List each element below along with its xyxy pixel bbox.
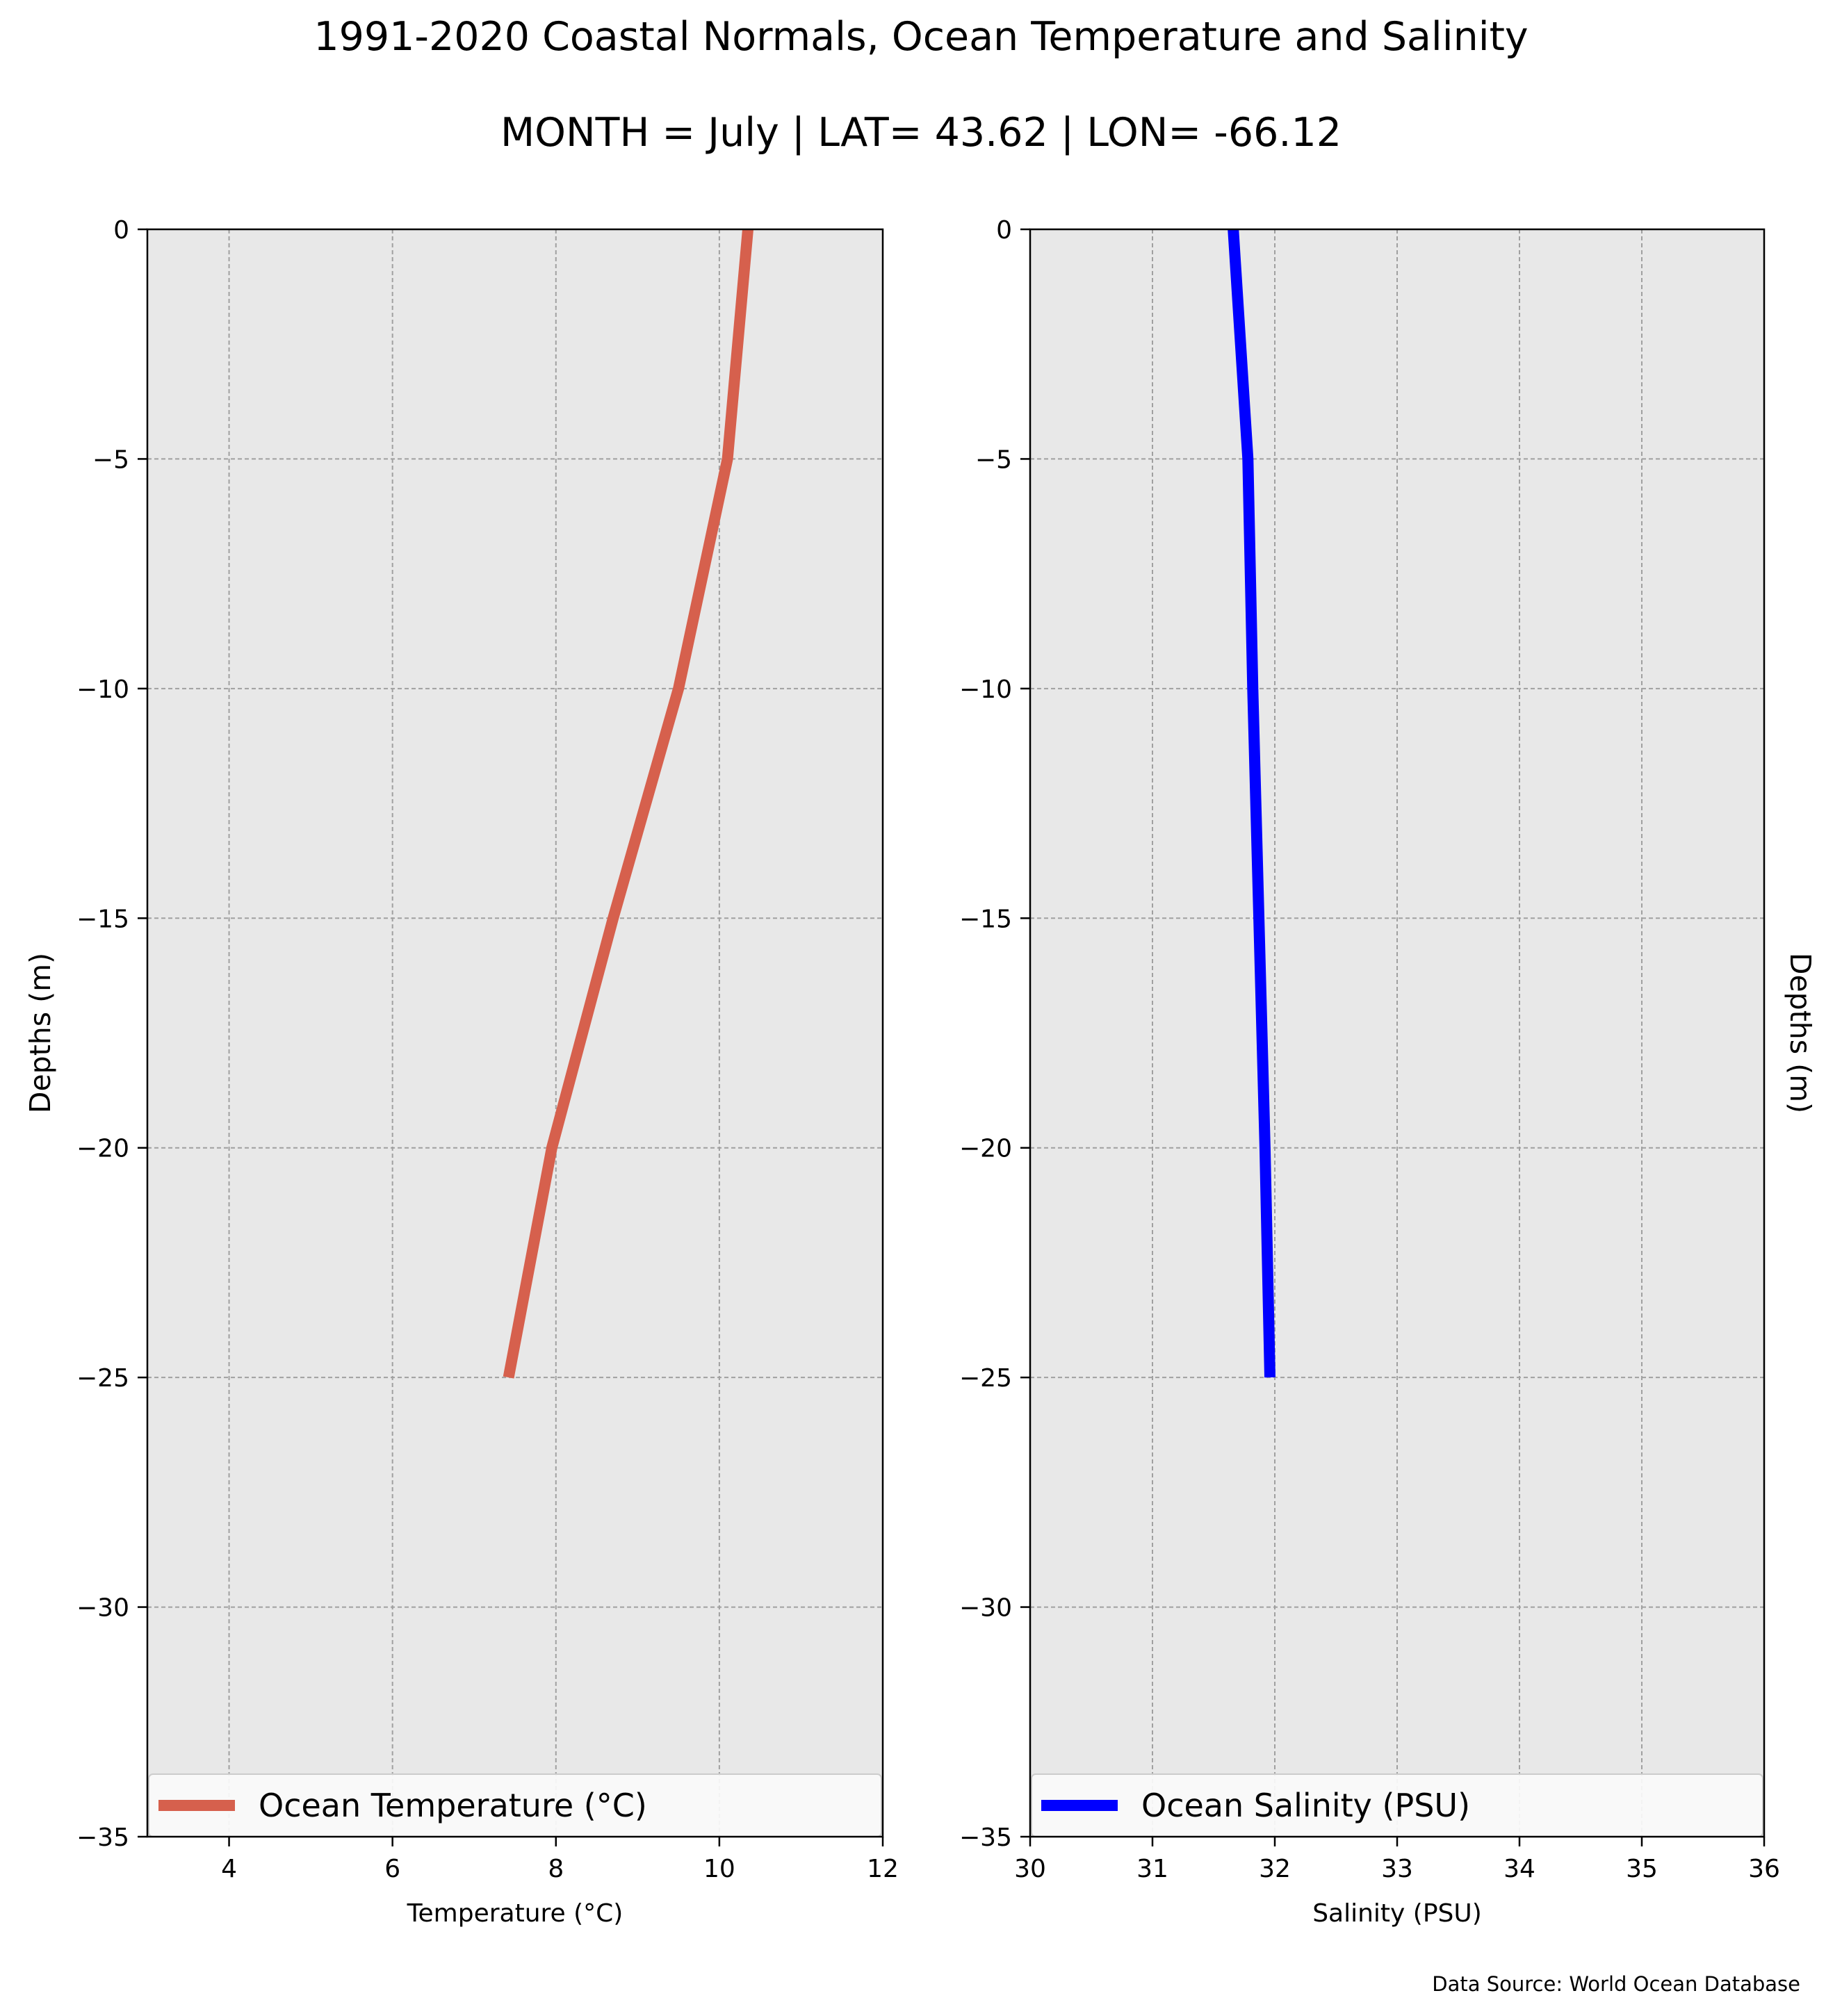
x-axis-label: Temperature (°C) [407, 1899, 623, 1928]
y-tick-label: −35 [959, 1824, 1012, 1852]
legend-label: Ocean Temperature (°C) [259, 1787, 647, 1824]
axes-frame [146, 228, 884, 1838]
temperature-panel: Ocean Temperature (°C) 4 6 8 10 12 0 −5 −10 −15 −2… [24, 216, 899, 1928]
x-tick-label: 35 [1626, 1855, 1658, 1883]
y-tick-label: 0 [113, 216, 129, 245]
source-note: Data Source: World Ocean Database [1432, 1972, 1800, 1996]
plot-area [147, 229, 883, 1837]
salinity-panel: Ocean Salinity (PSU) 30 31 32 33 34 35 36 0 −5 −10… [959, 216, 1817, 1928]
x-tick-label: 34 [1503, 1855, 1535, 1883]
y-tick-label: −25 [76, 1364, 129, 1393]
x-tick-label: 10 [703, 1855, 735, 1883]
y-tick-label: −15 [959, 905, 1012, 933]
x-axis-label: Salinity (PSU) [1312, 1899, 1482, 1928]
y-axis-label: Depths (m) [1784, 953, 1817, 1113]
x-tick-label: 8 [548, 1855, 564, 1883]
series-line-0 [503, 229, 753, 1379]
y-tick-label: −5 [975, 445, 1012, 474]
y-tick-label: −5 [92, 445, 129, 474]
y-tick-label: −30 [76, 1594, 129, 1623]
y-tick-label: −15 [76, 905, 129, 933]
chart-title: 1991-2020 Coastal Normals, Ocean Tempera… [313, 14, 1528, 60]
x-tick-label: 30 [1014, 1855, 1046, 1883]
y-tick-label: −25 [959, 1364, 1012, 1393]
x-tick-label: 32 [1259, 1855, 1291, 1883]
x-tick-label: 36 [1748, 1855, 1780, 1883]
y-axis-label: Depths (m) [24, 953, 57, 1113]
y-tick-label: −20 [76, 1135, 129, 1163]
legend-label: Ocean Salinity (PSU) [1141, 1787, 1470, 1824]
y-tick-label: 0 [996, 216, 1012, 245]
y-tick-label: −35 [76, 1824, 129, 1852]
series-line-0 [1228, 229, 1275, 1378]
x-tick-label: 12 [867, 1855, 899, 1883]
y-tick-label: −10 [76, 675, 129, 704]
y-tick-label: −10 [959, 675, 1012, 704]
x-tick-label: 4 [221, 1855, 237, 1883]
plot-area [1030, 229, 1764, 1837]
x-tick-label: 6 [384, 1855, 400, 1883]
y-tick-label: −30 [959, 1594, 1012, 1623]
chart-subtitle: MONTH = July | LAT= 43.62 | LON= -66.12 [500, 110, 1342, 156]
x-tick-label: 33 [1381, 1855, 1413, 1883]
x-tick-label: 31 [1136, 1855, 1168, 1883]
y-tick-label: −20 [959, 1135, 1012, 1163]
